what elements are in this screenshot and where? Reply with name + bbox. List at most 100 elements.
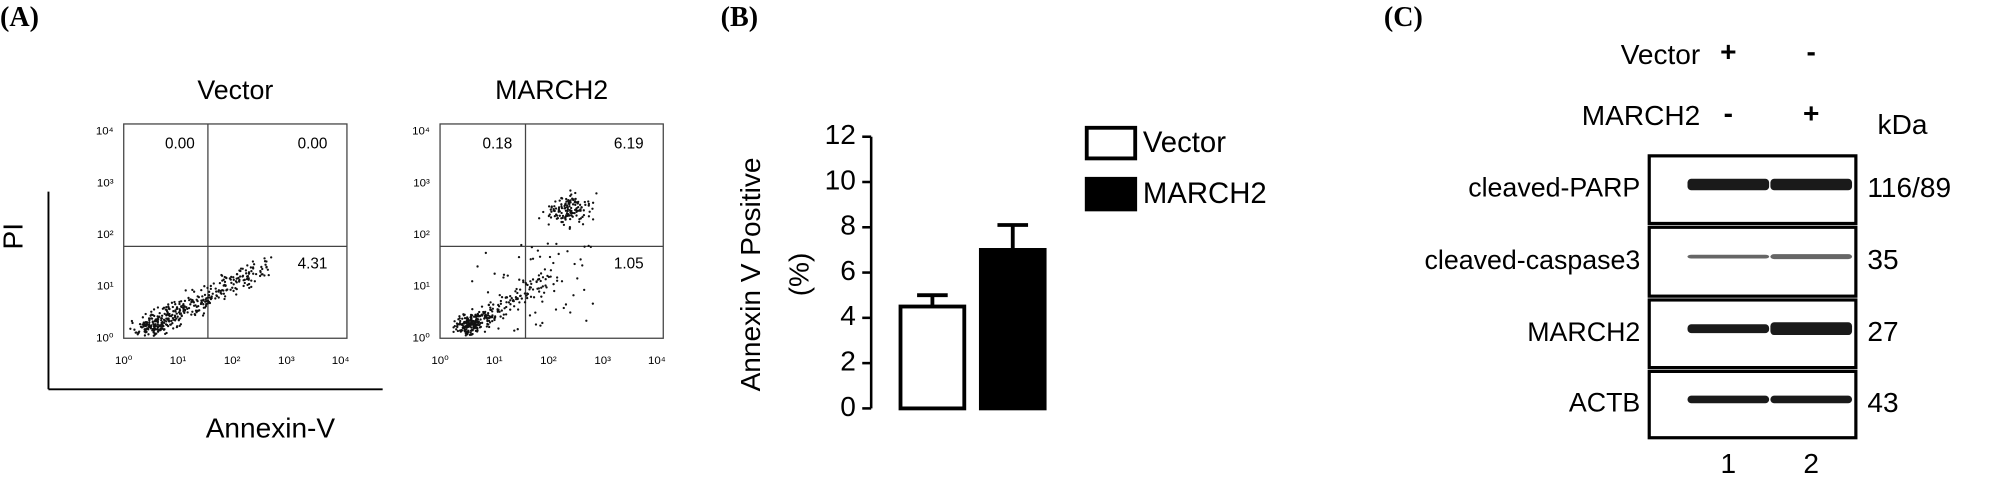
dot — [190, 301, 193, 304]
dot — [462, 325, 465, 328]
dot — [595, 192, 598, 195]
dot — [550, 210, 553, 213]
dot — [191, 298, 194, 302]
dot — [471, 280, 474, 283]
x-tick-label: 10¹ — [486, 355, 503, 367]
dot — [470, 329, 473, 332]
dot — [480, 313, 484, 316]
dot — [516, 297, 519, 300]
dot — [547, 275, 550, 279]
dot — [231, 286, 234, 289]
dot — [170, 319, 173, 323]
dot — [566, 206, 569, 209]
dot — [150, 313, 153, 316]
dot — [497, 327, 500, 330]
dot — [552, 283, 555, 286]
dot — [230, 281, 233, 285]
dot — [164, 308, 167, 311]
dot — [201, 314, 205, 317]
dot — [241, 274, 245, 277]
dot — [226, 288, 229, 291]
dot — [510, 297, 513, 300]
dot — [476, 265, 479, 268]
dot — [477, 321, 480, 325]
dot — [165, 320, 168, 323]
dot — [173, 300, 176, 304]
blot-label: MARCH2 — [1527, 317, 1640, 347]
dot — [161, 307, 165, 310]
dot — [251, 260, 255, 263]
dot — [534, 323, 538, 326]
dot — [192, 301, 196, 304]
dot — [553, 215, 556, 218]
dot — [244, 269, 248, 272]
dot — [565, 214, 568, 218]
dot — [140, 326, 144, 329]
dot — [458, 317, 461, 320]
band — [1687, 395, 1770, 404]
dot — [507, 301, 511, 304]
dot — [163, 312, 166, 316]
dot — [537, 274, 541, 277]
dot — [225, 276, 228, 280]
dot — [200, 299, 203, 302]
dot — [553, 289, 556, 293]
dot — [260, 273, 263, 276]
dot — [503, 307, 506, 310]
dot — [536, 249, 540, 252]
dot — [215, 294, 218, 297]
dot — [207, 293, 211, 297]
dot — [496, 308, 499, 311]
dot — [564, 203, 567, 206]
dot — [489, 308, 493, 312]
dot — [589, 245, 592, 249]
dot — [499, 299, 503, 303]
dot — [548, 255, 552, 259]
dot — [569, 217, 572, 221]
dot — [162, 324, 165, 328]
y-axis-label: Annexin V Positive — [735, 158, 766, 392]
dot — [539, 324, 542, 327]
dot — [492, 303, 495, 306]
dot — [130, 319, 134, 323]
dot — [591, 302, 595, 305]
condition-sign: - — [1724, 97, 1733, 128]
lane-number: 2 — [1803, 448, 1819, 479]
dot — [206, 299, 210, 302]
blot-label: cleaved-PARP — [1468, 173, 1640, 203]
axis-label: Annexin-V — [206, 412, 336, 443]
dot — [538, 290, 541, 293]
dot — [138, 322, 142, 326]
dot — [266, 268, 270, 271]
dot — [159, 324, 162, 328]
dot — [180, 305, 183, 308]
dot — [573, 262, 576, 266]
dot — [491, 314, 494, 317]
dot — [229, 288, 232, 291]
y-tick-label: 10⁴ — [412, 126, 430, 138]
dot — [540, 295, 543, 298]
dot — [471, 322, 475, 325]
dot — [542, 210, 545, 214]
dot — [554, 207, 558, 210]
dot — [202, 298, 205, 301]
dot — [196, 295, 199, 298]
dot — [243, 278, 246, 281]
dot — [178, 300, 181, 304]
dot — [183, 308, 187, 311]
dot — [150, 324, 153, 327]
dot — [579, 258, 582, 261]
condition-label: MARCH2 — [1582, 100, 1700, 131]
dot — [539, 272, 543, 275]
x-tick-label: 10³ — [594, 355, 611, 367]
quadrant-value: 4.31 — [298, 255, 328, 272]
dot — [561, 214, 565, 218]
bar — [978, 248, 1047, 411]
dot — [469, 313, 473, 317]
dot — [526, 283, 529, 287]
dot — [160, 317, 164, 320]
dot — [153, 314, 156, 318]
dot — [555, 276, 559, 279]
dot — [485, 325, 489, 328]
dot — [542, 291, 546, 294]
